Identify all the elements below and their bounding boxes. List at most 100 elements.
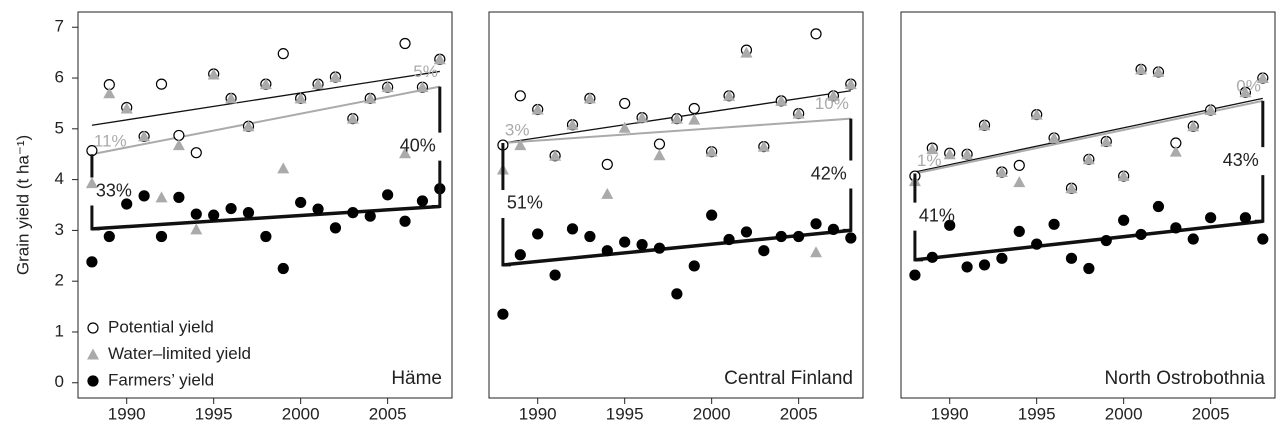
x-tick-label: 2000	[1105, 404, 1143, 423]
y-axis-label: Grain yield (t ha⁻¹)	[13, 135, 32, 275]
data-point	[399, 37, 411, 50]
data-point	[208, 209, 220, 221]
trend-line	[502, 228, 851, 267]
trend-line	[91, 204, 440, 231]
trend-line	[914, 97, 1263, 173]
data-point	[961, 261, 973, 273]
y-tick-label: 6	[55, 68, 64, 87]
legend-marker	[87, 322, 99, 334]
data-point	[810, 28, 822, 40]
panel-title: North Ostrobothnia	[1104, 368, 1265, 389]
y-tick-label: 1	[55, 321, 64, 340]
data-point	[138, 130, 151, 142]
data-point	[653, 138, 666, 150]
data-point	[943, 148, 956, 160]
yield-gap-label: 51%	[507, 193, 543, 213]
data-point	[810, 246, 823, 258]
y-tick-label: 4	[55, 169, 64, 188]
data-point	[190, 147, 202, 159]
data-point	[653, 242, 666, 254]
legend-marker	[87, 375, 99, 387]
data-point	[549, 149, 562, 161]
data-point	[121, 198, 133, 210]
yield-gap-bracket	[90, 154, 100, 231]
data-point	[277, 262, 289, 275]
data-point	[844, 78, 857, 90]
data-point	[601, 158, 613, 170]
data-point	[1170, 222, 1182, 234]
data-point	[706, 209, 718, 221]
data-point	[618, 121, 631, 133]
data-point	[995, 165, 1008, 177]
yield-gap-label: 33%	[96, 180, 132, 200]
x-tick-label: 1990	[519, 404, 557, 423]
data-point	[827, 223, 840, 235]
data-point	[103, 87, 116, 99]
panel-title: Central Finland	[724, 368, 853, 389]
data-point	[926, 143, 939, 155]
water-gap-label: 5%	[413, 62, 438, 81]
data-point	[926, 251, 938, 263]
x-tick-label: 1990	[108, 404, 146, 423]
data-point	[636, 239, 648, 251]
data-point	[399, 215, 411, 227]
data-point	[155, 230, 168, 243]
data-point	[294, 92, 307, 104]
data-point	[909, 269, 921, 281]
data-point	[242, 120, 255, 132]
data-point	[416, 81, 429, 93]
data-point	[382, 189, 394, 201]
yield-gap-label: 42%	[811, 163, 847, 183]
data-point	[1030, 108, 1043, 120]
data-point	[1239, 86, 1252, 98]
data-point	[1257, 233, 1269, 245]
data-point	[671, 288, 683, 300]
data-point	[225, 202, 237, 215]
legend-label: Farmers’ yield	[108, 370, 214, 389]
y-tick-label: 5	[55, 118, 64, 137]
data-point	[1204, 104, 1217, 116]
data-point	[1083, 262, 1095, 275]
x-tick-label: 2000	[693, 404, 731, 423]
water-gap-label: 0%	[1236, 76, 1261, 95]
data-point	[740, 226, 753, 238]
data-point	[549, 269, 561, 281]
data-point	[364, 210, 376, 222]
data-point	[312, 78, 325, 90]
data-point	[190, 223, 203, 235]
data-point	[1082, 153, 1095, 165]
trend-line	[914, 99, 1264, 175]
data-point	[532, 228, 544, 240]
data-point	[1152, 200, 1165, 213]
data-point	[758, 245, 770, 257]
data-point	[497, 308, 509, 320]
data-point	[103, 230, 115, 243]
trend-line	[91, 70, 440, 126]
data-point	[688, 113, 701, 125]
data-point	[740, 46, 753, 58]
data-point	[1187, 233, 1199, 245]
data-point	[688, 260, 700, 272]
data-point	[619, 97, 631, 110]
data-point	[172, 139, 185, 151]
data-point	[1118, 214, 1130, 226]
x-tick-label: 1995	[195, 404, 233, 423]
data-point	[944, 219, 956, 231]
yield-gap-bracket	[842, 118, 853, 232]
data-point	[364, 92, 377, 104]
y-tick-label: 3	[55, 220, 64, 239]
data-point	[793, 230, 805, 243]
x-tick-label: 1995	[1018, 404, 1056, 423]
data-point	[1065, 252, 1078, 264]
data-point	[636, 111, 649, 123]
data-point	[566, 118, 579, 130]
trend-line	[91, 85, 441, 156]
plot-frame	[77, 11, 453, 399]
data-point	[138, 190, 150, 202]
water-gap-label: 3%	[505, 121, 530, 140]
data-point	[225, 92, 238, 104]
plot-frame	[488, 11, 864, 399]
water-gap-label: 11%	[94, 132, 127, 151]
data-point	[514, 90, 526, 102]
